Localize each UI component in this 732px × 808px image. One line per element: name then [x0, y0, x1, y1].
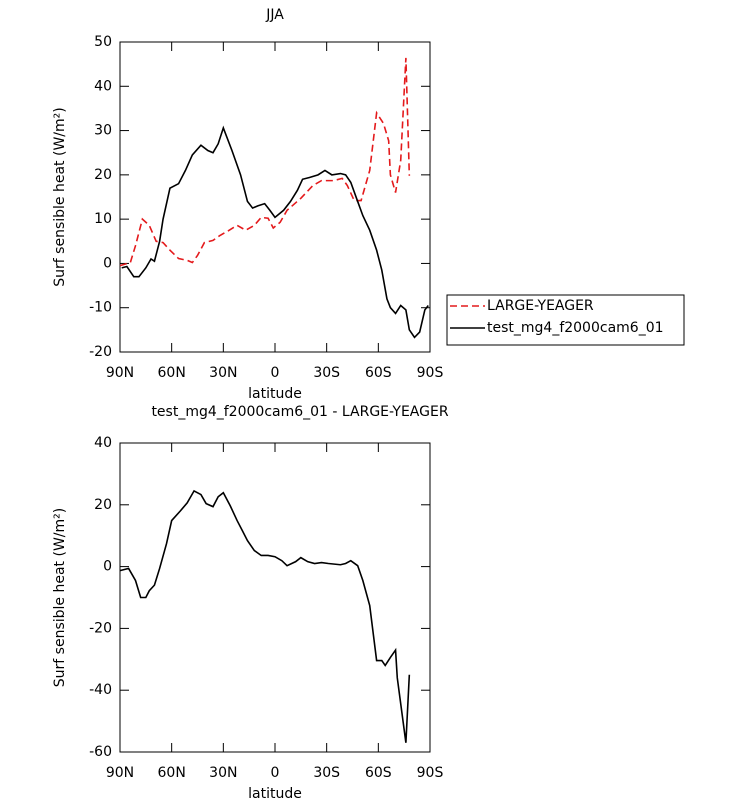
x-tick-label: 30N — [209, 765, 237, 781]
x-tick-label: 90S — [417, 365, 444, 381]
y-tick-label: 10 — [94, 211, 112, 227]
x-tick-label: 30N — [209, 365, 237, 381]
legend-label: test_mg4_f2000cam6_01 — [487, 320, 664, 336]
chart-title: JJA — [265, 7, 284, 23]
y-tick-label: 30 — [94, 123, 112, 139]
x-tick-label: 90N — [106, 365, 134, 381]
data-line — [119, 57, 411, 267]
y-tick-label: -20 — [89, 620, 112, 636]
data-line — [119, 489, 411, 743]
plot-frame — [119, 442, 431, 753]
y-axis-label: Surf sensible heat (W/m²) — [52, 508, 68, 687]
x-tick-label: 60S — [365, 765, 392, 781]
y-tick-label: 50 — [94, 34, 112, 50]
legend-label: LARGE-YEAGER — [487, 298, 594, 314]
y-tick-label: -60 — [89, 744, 112, 760]
y-axis-label: Surf sensible heat (W/m²) — [52, 107, 68, 286]
x-tick-label: 90S — [417, 765, 444, 781]
x-tick-label: 30S — [313, 765, 340, 781]
y-tick-label: -40 — [89, 682, 112, 698]
x-tick-label: 30S — [313, 365, 340, 381]
y-tick-label: 0 — [103, 255, 112, 271]
x-tick-label: 0 — [271, 765, 280, 781]
plot-frame — [119, 41, 431, 353]
x-tick-label: 60N — [158, 365, 186, 381]
x-axis-label: latitude — [248, 386, 302, 402]
legend-box — [446, 294, 685, 346]
y-tick-label: 0 — [103, 559, 112, 575]
y-tick-label: 20 — [94, 497, 112, 513]
y-tick-label: -10 — [89, 300, 112, 316]
x-tick-label: 90N — [106, 765, 134, 781]
y-tick-label: 20 — [94, 167, 112, 183]
y-tick-label: 40 — [94, 435, 112, 451]
y-tick-label: -20 — [89, 344, 112, 360]
x-tick-label: 0 — [271, 365, 280, 381]
x-tick-label: 60S — [365, 365, 392, 381]
data-line — [121, 125, 429, 339]
y-tick-label: 40 — [94, 78, 112, 94]
chart-title: test_mg4_f2000cam6_01 - LARGE-YEAGER — [151, 404, 448, 420]
x-tick-label: 60N — [158, 765, 186, 781]
x-axis-label: latitude — [248, 786, 302, 802]
